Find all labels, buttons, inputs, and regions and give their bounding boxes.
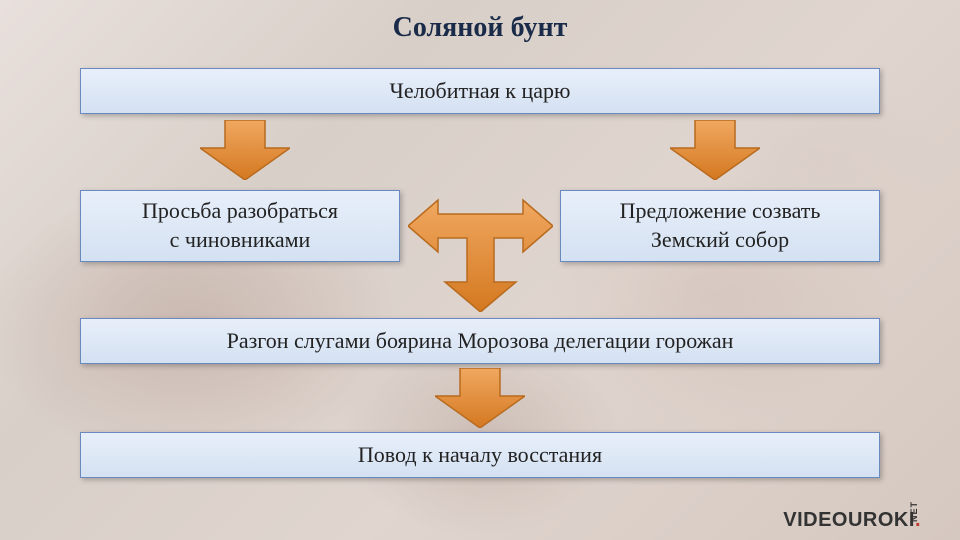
box-reason-text: Повод к началу восстания — [358, 441, 602, 470]
arrow-down-icon — [435, 368, 525, 428]
watermark: VIDEOUROKI.NET — [783, 509, 942, 532]
box-dispersal-text: Разгон слугами боярина Морозова делегаци… — [227, 327, 734, 356]
arrow-down-icon — [200, 120, 290, 180]
box-request: Просьба разобратьсяс чиновниками — [80, 190, 400, 262]
arrow-down-icon — [670, 120, 760, 180]
box-request-text: Просьба разобратьсяс чиновниками — [142, 197, 338, 254]
box-petition: Челобитная к царю — [80, 68, 880, 114]
box-dispersal: Разгон слугами боярина Морозова делегаци… — [80, 318, 880, 364]
arrow-multi-icon — [408, 190, 553, 312]
box-proposal-text: Предложение созватьЗемский собор — [620, 197, 821, 254]
box-proposal: Предложение созватьЗемский собор — [560, 190, 880, 262]
box-petition-text: Челобитная к царю — [390, 77, 571, 106]
box-reason: Повод к началу восстания — [80, 432, 880, 478]
watermark-brand: VIDEOUROKI — [783, 509, 915, 531]
slide-title: Соляной бунт — [0, 12, 960, 44]
watermark-ext: NET — [909, 501, 919, 522]
